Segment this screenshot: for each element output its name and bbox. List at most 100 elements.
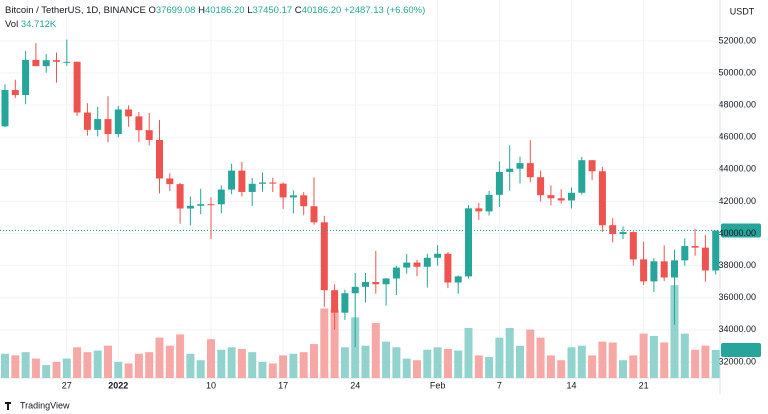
header: Bitcoin / TetherUS, 1D, BINANCE O37699.0…	[5, 4, 425, 32]
x-tick-label: 24	[350, 380, 360, 390]
volume-bar	[495, 337, 504, 378]
candle-body	[629, 232, 637, 260]
candle-body	[691, 246, 699, 248]
volume-bar	[546, 355, 555, 378]
candle-body	[537, 177, 545, 196]
candle-body	[166, 178, 174, 185]
volume-bar	[629, 355, 638, 378]
footer-logo	[5, 402, 11, 410]
candle-body	[660, 261, 668, 278]
field-value: 37450.17	[252, 5, 293, 16]
candle-body	[145, 130, 153, 140]
y-tick-label: 44000.00	[718, 164, 756, 174]
volume-bar	[505, 327, 514, 378]
volume-bar	[258, 361, 267, 378]
candle-body	[341, 293, 349, 313]
volume-bar	[155, 337, 164, 378]
candle-body	[526, 163, 534, 178]
volume-bar	[248, 352, 257, 378]
candle-body	[300, 195, 308, 207]
candle-body	[578, 160, 586, 193]
x-tick-label: 27	[62, 380, 72, 390]
volume-bar	[371, 323, 380, 378]
candle-body	[94, 119, 102, 130]
volume-bar	[114, 361, 123, 378]
volume-bar	[124, 363, 133, 378]
y-tick-label: 48000.00	[718, 100, 756, 110]
candle-body	[331, 290, 339, 313]
volume-bar	[330, 309, 339, 378]
volume-bar	[340, 347, 349, 378]
candle-body	[217, 189, 225, 205]
volume-title: Vol	[5, 19, 19, 30]
candle-body	[454, 276, 462, 283]
volume-bar	[711, 349, 720, 378]
x-tick-label: 14	[566, 380, 576, 390]
volume-bar	[186, 353, 195, 378]
candle-body	[444, 253, 452, 283]
volume-bar	[93, 350, 102, 378]
x-tick-label: 10	[206, 380, 216, 390]
volume-tag	[721, 342, 761, 357]
candle-body	[681, 246, 689, 261]
y-tick-label: 46000.00	[718, 132, 756, 142]
volume-bar	[196, 360, 205, 378]
volume-bar	[268, 363, 277, 378]
volume-value: 34.712K	[20, 19, 57, 30]
volume-bar	[134, 353, 143, 378]
volume-bar	[485, 357, 494, 378]
candle-body	[506, 168, 514, 172]
volume-bar	[660, 342, 669, 378]
volume-bar	[649, 336, 658, 378]
y-tick-label: 42000.00	[718, 196, 756, 206]
candle-body	[403, 262, 411, 268]
candle-body	[207, 204, 215, 206]
x-tick-label: 21	[639, 380, 649, 390]
volume-bar	[42, 365, 51, 378]
volume-bar	[361, 345, 370, 378]
volume-bar	[670, 285, 679, 378]
candle-body	[125, 109, 133, 117]
candle-body	[176, 184, 184, 209]
candle-body	[238, 170, 246, 192]
candle-body	[259, 182, 266, 184]
candle-body	[53, 60, 60, 62]
candle-body	[392, 267, 400, 279]
volume-bar	[639, 333, 648, 378]
symbol-title: Bitcoin / TetherUS, 1D, BINANCE	[5, 5, 146, 16]
last-price-tag	[721, 223, 761, 238]
volume-bar	[289, 353, 298, 378]
volume-bar	[52, 361, 61, 378]
volume-bar	[567, 347, 576, 378]
marks	[0, 0, 720, 378]
y-tick-label: 40000.00	[718, 228, 756, 238]
volume-bar	[619, 360, 627, 378]
candle-body	[197, 204, 205, 206]
candle-body	[557, 198, 565, 201]
candle-body	[495, 171, 503, 195]
candle-body	[516, 163, 524, 169]
volume-bar	[1, 353, 9, 378]
plot-area	[0, 0, 720, 378]
candle-body	[475, 208, 483, 212]
volume-bar	[691, 349, 700, 378]
candle-body	[135, 116, 143, 131]
candle-body	[465, 208, 472, 277]
y-tick-label: 32000.00	[718, 356, 756, 366]
volume-bar	[608, 342, 617, 378]
candle-body	[423, 257, 431, 267]
volume-bar	[382, 341, 391, 378]
volume-bar	[351, 317, 360, 378]
candle-body	[413, 262, 421, 267]
candle-body	[640, 259, 648, 282]
volume-legend: Vol 34.712K	[5, 18, 425, 32]
candle-body	[279, 183, 287, 198]
candle-body	[701, 247, 709, 271]
volume-bar	[392, 347, 401, 378]
volume-bar	[279, 355, 288, 378]
volume-bar	[227, 347, 236, 378]
volume-bar	[207, 339, 215, 378]
x-tick-label: 17	[278, 380, 288, 390]
candle-body	[289, 195, 297, 198]
